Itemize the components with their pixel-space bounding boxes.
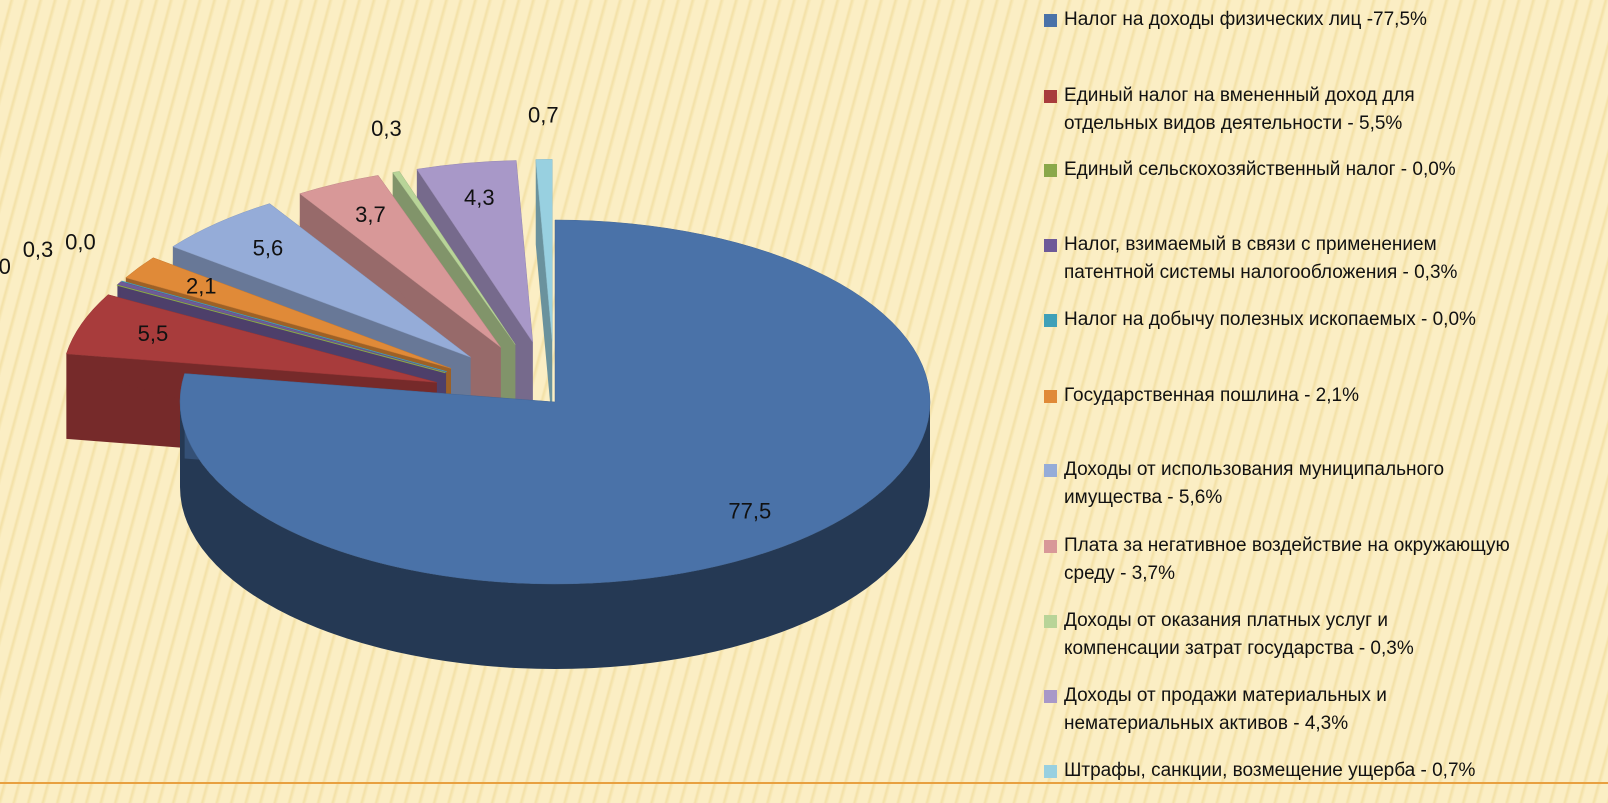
data-label: 2,1 <box>186 273 217 298</box>
slice <box>116 284 446 374</box>
slice-top <box>125 257 452 369</box>
legend-item: Доходы от оказания платных услуг и компе… <box>1044 607 1484 663</box>
legend-label: Налог, взимаемый в связи с применением п… <box>1064 234 1458 283</box>
footer-line <box>0 782 1608 784</box>
slice-top <box>179 219 931 585</box>
legend-swatch <box>1044 314 1057 327</box>
legend-item: Доходы от использования муниципального и… <box>1044 456 1494 512</box>
slice-top <box>116 284 446 374</box>
legend-label: Доходы от продажи материальных и нематер… <box>1064 685 1387 734</box>
legend-label: Доходы от оказания платных услуг и компе… <box>1064 610 1414 659</box>
legend-label: Штрафы, санкции, возмещение ущерба - 0,7… <box>1064 760 1476 781</box>
slice-top <box>172 203 471 358</box>
legend-swatch <box>1044 540 1057 553</box>
legend-item: Налог, взимаемый в связи с применением п… <box>1044 231 1494 287</box>
legend-swatch <box>1044 164 1057 177</box>
data-label: 4,3 <box>464 185 495 210</box>
legend-label: Единый налог на вмененный доход для отде… <box>1064 85 1415 134</box>
legend-swatch <box>1044 464 1057 477</box>
data-label: 0,0 <box>0 254 11 279</box>
legend-swatch <box>1044 90 1057 103</box>
legend-swatch <box>1044 239 1057 252</box>
legend-swatch <box>1044 765 1057 778</box>
legend-item: Плата за негативное воздействие на окруж… <box>1044 532 1534 588</box>
legend-swatch <box>1044 390 1057 403</box>
legend-item: Доходы от продажи материальных и нематер… <box>1044 682 1484 738</box>
slice-top <box>66 294 437 383</box>
legend-swatch <box>1044 690 1057 703</box>
legend-swatch <box>1044 615 1057 628</box>
legend-label: Доходы от использования муниципального и… <box>1064 459 1445 508</box>
legend-item: Единый налог на вмененный доход для отде… <box>1044 82 1484 138</box>
slice-top <box>121 280 447 373</box>
slice-top <box>299 175 501 348</box>
legend-label: Государственная пошлина - 2,1% <box>1064 385 1359 406</box>
pie-chart: 77,5 5,5 0,0 0,3 0,0 2,1 5,6 3,7 0,3 4,3 0,7 <box>0 103 931 669</box>
slice <box>121 280 447 373</box>
legend-item: Налог на доходы физических лиц -77,5% <box>1044 6 1608 34</box>
legend-label: Плата за негативное воздействие на окруж… <box>1064 535 1510 584</box>
slice-top <box>392 171 516 345</box>
data-label: 5,5 <box>138 321 169 346</box>
data-label: 77,5 <box>728 499 771 524</box>
data-label: 0,0 <box>65 230 96 255</box>
legend-label: Налог на добычу полезных ископаемых - 0,… <box>1064 309 1476 330</box>
slice-top <box>535 159 553 342</box>
slice <box>179 219 931 669</box>
data-label: 0,7 <box>528 103 559 128</box>
legend-item: Штрафы, санкции, возмещение ущерба - 0,7… <box>1044 757 1608 785</box>
slice <box>535 159 553 427</box>
data-label: 3,7 <box>355 202 386 227</box>
slice-top <box>116 281 447 373</box>
slice-top <box>416 160 533 343</box>
data-label: 5,6 <box>253 236 284 261</box>
data-label: 0,3 <box>371 116 402 141</box>
legend-label: Единый сельскохозяйственный налог - 0,0% <box>1064 159 1456 180</box>
legend-item: Единый сельскохозяйственный налог - 0,0% <box>1044 156 1608 184</box>
legend-swatch <box>1044 14 1057 27</box>
slice-wall <box>180 402 930 669</box>
legend-item: Государственная пошлина - 2,1% <box>1044 382 1608 410</box>
legend-item: Налог на добычу полезных ископаемых - 0,… <box>1044 306 1608 334</box>
data-label: 0,3 <box>23 237 54 262</box>
slice-side <box>535 159 553 427</box>
legend-label: Налог на доходы физических лиц -77,5% <box>1064 9 1427 30</box>
